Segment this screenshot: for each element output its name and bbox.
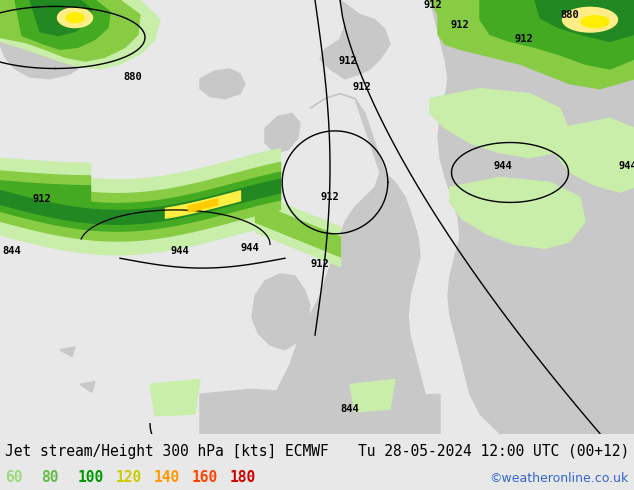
Polygon shape	[555, 118, 634, 192]
Text: 880: 880	[124, 72, 143, 82]
Polygon shape	[252, 274, 310, 350]
Polygon shape	[480, 0, 634, 69]
Text: 944: 944	[171, 246, 190, 256]
Text: 912: 912	[321, 192, 339, 202]
Polygon shape	[430, 0, 634, 434]
Text: 120: 120	[115, 470, 141, 486]
Text: 880: 880	[560, 10, 579, 20]
Text: 60: 60	[5, 470, 23, 486]
Text: ©weatheronline.co.uk: ©weatheronline.co.uk	[489, 472, 629, 486]
Polygon shape	[15, 0, 110, 49]
Text: 912: 912	[32, 194, 51, 204]
Text: 160: 160	[191, 470, 217, 486]
Text: Tu 28-05-2024 12:00 UTC (00+12): Tu 28-05-2024 12:00 UTC (00+12)	[358, 444, 629, 459]
Polygon shape	[150, 379, 200, 416]
Text: 80: 80	[41, 470, 59, 486]
Polygon shape	[200, 69, 245, 98]
Text: 180: 180	[230, 470, 256, 486]
Text: 912: 912	[515, 34, 533, 45]
Text: 944: 944	[241, 244, 259, 253]
Text: 912: 912	[339, 56, 358, 66]
Text: 140: 140	[153, 470, 179, 486]
Text: 844: 844	[340, 404, 359, 414]
Polygon shape	[30, 0, 92, 35]
Text: 912: 912	[311, 259, 330, 269]
Polygon shape	[80, 381, 95, 392]
Text: 912: 912	[424, 0, 443, 10]
Polygon shape	[350, 379, 395, 412]
Text: 944: 944	[619, 161, 634, 171]
Polygon shape	[0, 0, 100, 79]
Text: 100: 100	[77, 470, 103, 486]
Polygon shape	[200, 389, 440, 434]
Text: 912: 912	[451, 20, 469, 29]
Text: 944: 944	[494, 161, 512, 171]
Text: 912: 912	[353, 82, 372, 92]
Polygon shape	[255, 94, 425, 434]
Text: 844: 844	[3, 246, 22, 256]
Text: Jet stream/Height 300 hPa [kts] ECMWF: Jet stream/Height 300 hPa [kts] ECMWF	[5, 444, 329, 459]
Polygon shape	[450, 177, 585, 248]
Ellipse shape	[66, 13, 84, 23]
Ellipse shape	[581, 16, 609, 27]
Ellipse shape	[58, 8, 93, 27]
Polygon shape	[265, 113, 300, 153]
Polygon shape	[0, 0, 140, 61]
Polygon shape	[320, 0, 390, 79]
Ellipse shape	[562, 7, 618, 32]
Polygon shape	[0, 0, 634, 434]
Polygon shape	[430, 0, 634, 89]
Polygon shape	[60, 347, 75, 357]
Polygon shape	[535, 0, 634, 41]
Polygon shape	[0, 0, 160, 69]
Polygon shape	[430, 89, 570, 158]
